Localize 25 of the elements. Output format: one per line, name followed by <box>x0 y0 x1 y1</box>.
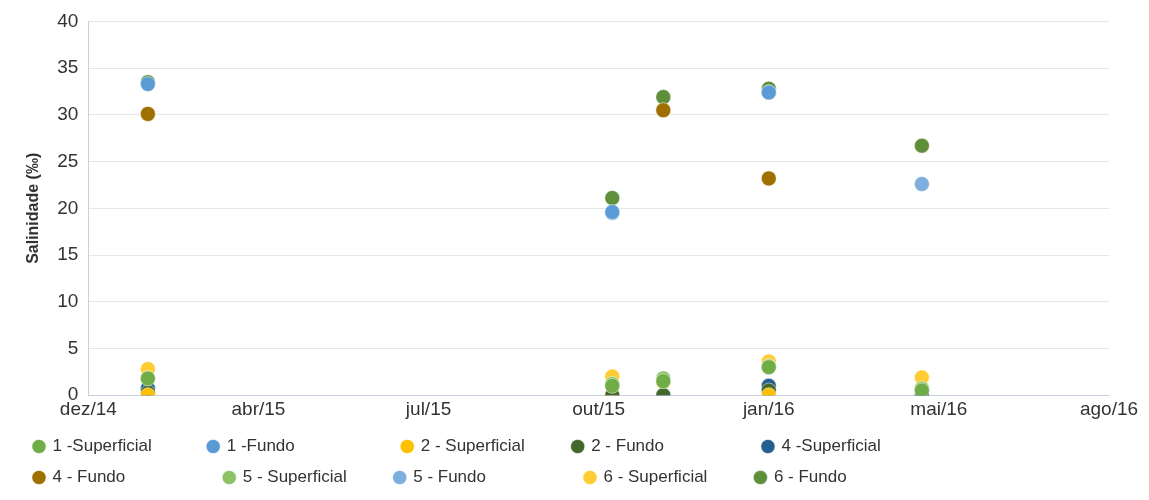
legend-label: 2 - Superficial <box>420 436 559 456</box>
y-tick-label: 20 <box>57 196 79 218</box>
x-tick-label: jul/15 <box>404 397 452 419</box>
y-tick-label: 15 <box>57 243 79 265</box>
y-tick-label: 5 <box>67 336 79 358</box>
legend-label: 5 - Fundo <box>413 467 571 487</box>
legend-label: 1 -Superficial <box>52 436 195 456</box>
legend-label: 1 -Fundo <box>226 436 389 456</box>
x-tick-label: mai/16 <box>910 397 968 419</box>
y-tick-label: 35 <box>57 56 79 78</box>
legend-label: 4 -Superficial <box>781 436 924 456</box>
legend-label: 5 - Superficial <box>242 467 381 487</box>
legend-label: 2 - Fundo <box>591 436 749 456</box>
x-tick-label: out/15 <box>572 397 626 419</box>
y-tick-label: 10 <box>57 289 79 311</box>
y-tick-label: 30 <box>57 103 79 125</box>
y-tick-label: 40 <box>57 9 79 31</box>
y-tick-label: 25 <box>57 149 79 171</box>
x-tick-label: jan/16 <box>741 397 795 419</box>
y-axis-title: Salinidade (‰) <box>24 152 42 264</box>
x-tick-label: abr/15 <box>231 397 286 419</box>
x-tick-label: ago/16 <box>1079 397 1139 419</box>
legend-label: 6 - Superficial <box>603 467 742 487</box>
legend-label: 4 - Fundo <box>52 467 211 487</box>
legend-label: 6 - Fundo <box>773 467 932 487</box>
